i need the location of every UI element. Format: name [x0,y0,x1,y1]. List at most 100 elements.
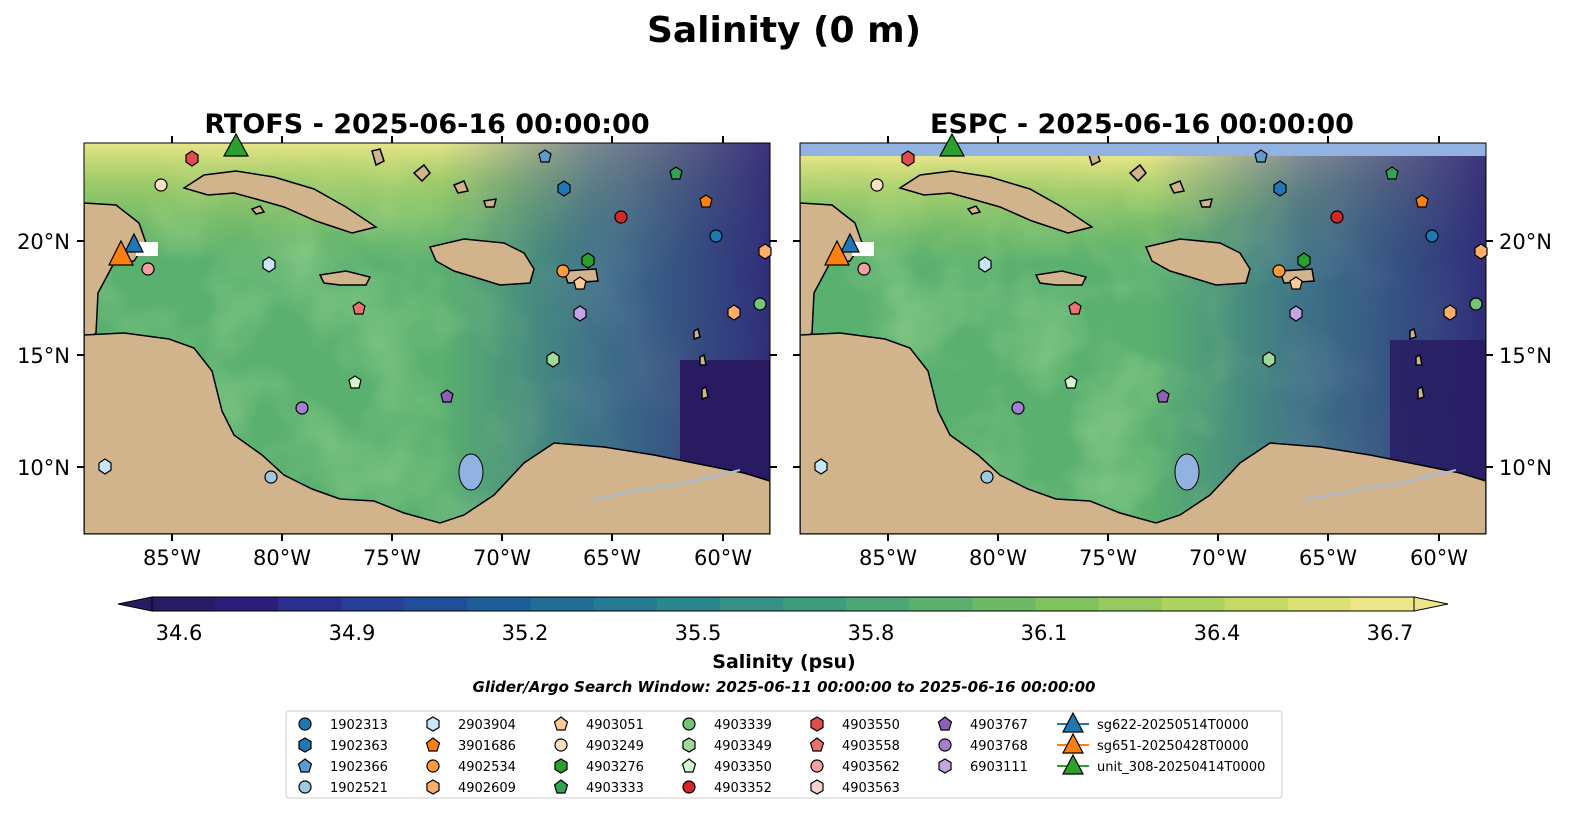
marker-4903349 [546,351,560,368]
lon-label: 80°W [969,546,1027,570]
marker-1902313 [1425,229,1439,243]
marker-4903350 [348,375,362,389]
lon-label: 65°W [1299,546,1357,570]
lon-label: 60°W [1410,546,1468,570]
legend-label: 6903111 [970,760,1028,775]
marker-1902366 [1254,149,1268,163]
colorbar-frame [151,596,1415,612]
marker-4903352 [1330,210,1344,224]
legend-marker-circle-icon [426,759,440,773]
colorbar-extend-low [117,596,153,612]
marker-4903276 [1297,252,1311,269]
legend-marker-hexagon-icon [426,716,440,732]
legend-label: 4902534 [458,760,516,775]
colorbar-tick: 36.1 [1021,621,1068,645]
legend-label: 4903767 [970,718,1028,733]
marker-4902534 [1272,264,1286,278]
lat-labels-espc: 20°N 15°N 10°N [1499,230,1552,480]
colorbar-segment [1035,597,1099,611]
map-title-espc: ESPC - 2025-06-16 00:00:00 [930,109,1354,140]
ticks-rtofs [77,136,777,541]
legend-marker-pentagon-icon [553,779,569,794]
legend-label: 4903352 [714,781,772,796]
marker-4903768 [1011,401,1025,415]
marker-4903767 [440,389,454,403]
legend-label: 4903249 [586,739,644,754]
colorbar-segment [783,597,847,611]
marker-4902609-b [727,304,741,321]
legend-label: sg622-20250514T0000 [1097,718,1249,733]
marker-6903111 [1289,305,1303,322]
lon-labels-rtofs: 85°W 80°W 75°W 70°W 65°W 60°W [143,546,752,570]
colorbar-segment [278,597,342,611]
legend-label: 2903904 [458,718,516,733]
legend-items: 1902313 1902363 1902366 1902521 2903904 39016… [297,711,1265,796]
legend-marker-circle-icon [810,759,824,773]
legend-marker-circle-icon [938,738,952,752]
legend-marker-circle-icon [682,717,696,731]
marker-6903111 [573,305,587,322]
marker-4903333 [669,166,683,180]
marker-4902534 [556,264,570,278]
colorbar-segment [846,597,910,611]
colorbar-tick: 35.8 [848,621,895,645]
marker-sg622 [840,232,860,253]
colorbar-segment [215,597,279,611]
marker-unit-308 [938,132,966,157]
legend-label: 4903349 [714,739,772,754]
marker-4903550 [901,150,915,167]
colorbar-segment [1161,597,1226,611]
marker-4903051 [1289,276,1303,290]
marker-sg622 [124,232,144,253]
marker-4903558 [1068,301,1082,315]
legend-label: 4903558 [842,739,900,754]
marker-4903562 [857,262,871,276]
colorbar-ticks: 34.6 34.9 35.2 35.5 35.8 36.1 36.4 36.7 [156,621,1414,645]
colorbar: 34.6 34.9 35.2 35.5 35.8 36.1 36.4 36.7 … [117,596,1449,673]
lon-label: 85°W [143,546,201,570]
colorbar-segment [467,597,532,611]
lon-label: 65°W [583,546,641,570]
colorbar-extend-high [1413,596,1449,612]
marker-4903562 [141,262,155,276]
legend-marker-circle-icon [554,738,568,752]
marker-4903051 [573,276,587,290]
lat-label: 10°N [17,456,70,480]
legend-label: 4903562 [842,760,900,775]
legend-marker-circle-icon [298,717,312,731]
rivers [1305,469,1457,501]
marker-2903904 [262,256,276,273]
colorbar-tick: 34.9 [329,621,376,645]
marker-1902366 [538,149,552,163]
legend-label: 4903768 [970,739,1028,754]
marker-4902609 [758,243,772,260]
lake-maracaibo [458,453,484,491]
legend-marker-circle-icon [682,780,696,794]
marker-4903349 [1262,351,1276,368]
legend-label: unit_308-20250414T0000 [1097,760,1265,775]
marker-3901686 [1415,194,1429,208]
lat-label: 20°N [1499,230,1552,254]
legend-marker-hexagon-icon [682,737,696,753]
marker-2903904-b [98,458,112,475]
colorbar-segment [972,597,1036,611]
legend-marker-pentagon-icon [425,737,441,752]
colorbar-segment [909,597,973,611]
legend-marker-triangle-icon [1062,732,1084,754]
legend-marker-triangle-icon [1062,711,1084,733]
colorbar-segment [719,597,784,611]
colorbar-segment [656,597,721,611]
map-frame-rtofs [83,142,771,535]
colorbar-tick: 35.2 [502,621,549,645]
marker-sg651 [108,239,134,266]
map-rtofs: RTOFS - 2025-06-16 00:00:00 [17,109,777,570]
map-espc: ESPC - 2025-06-16 00:00:00 [793,109,1552,570]
marker-4903333 [1385,166,1399,180]
legend-label: 1902521 [330,781,388,796]
legend-label: 4903350 [714,760,772,775]
legend-marker-pentagon-icon [297,758,313,773]
colorbar-tick: 34.6 [156,621,203,645]
marker-4903550 [185,150,199,167]
marker-4903558 [352,301,366,315]
colorbar-segment [1287,597,1352,611]
